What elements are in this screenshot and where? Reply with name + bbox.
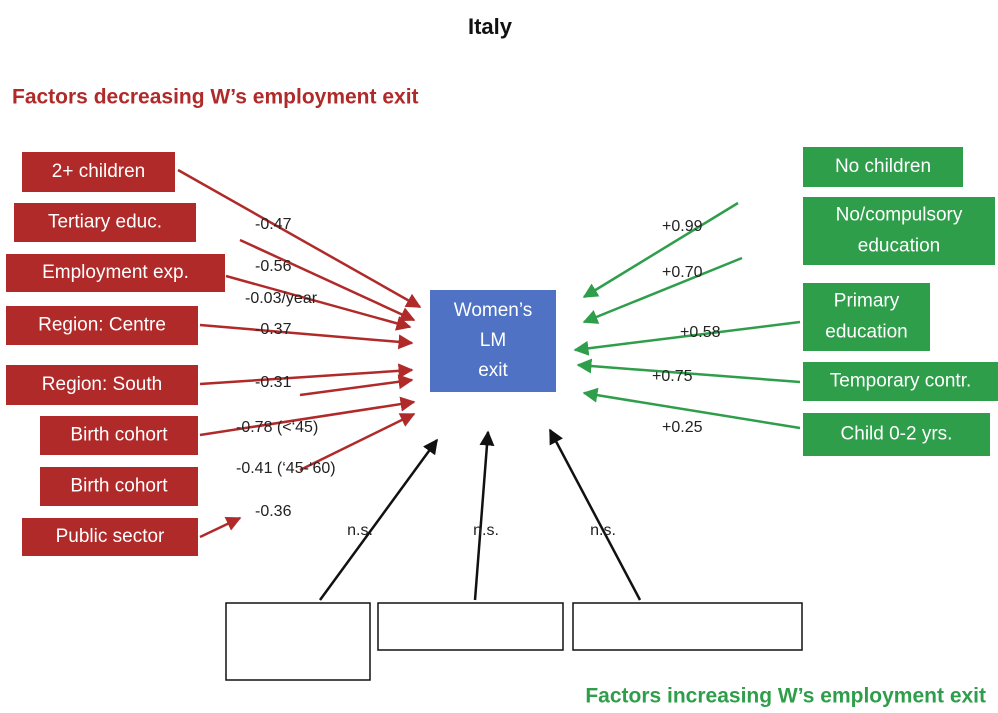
coefficient: +0.70 [662,264,703,281]
box-label: M: non employed [615,616,761,637]
factor-box [6,254,225,292]
arrow [199,323,414,350]
box-label: Birth cohort [70,425,168,446]
arrow [199,363,414,386]
arrow [299,374,414,397]
box-label: Employment exp. [42,262,189,283]
coefficient: -0.47 [255,216,292,233]
arrow [548,428,642,601]
coefficient: -0.31 [255,374,292,391]
box-label: 2+ children [52,161,145,182]
arrow [573,320,801,356]
coefficient: +0.58 [680,324,721,341]
box-label: LM [480,330,506,351]
coefficient: -0.37 [255,321,292,338]
increasing-heading: Factors increasing W’s employment exit [585,685,986,708]
arrow [473,430,495,601]
factor-box [40,416,198,455]
box-label: Child 0-2 yrs. [841,424,953,445]
coefficient: -0.56 [255,258,292,275]
factor-box [6,365,198,405]
coefficient: +0.75 [652,368,693,385]
factor-box [803,283,930,351]
arrow [199,396,416,437]
coefficient: -0.41 (‘45-‘60) [236,460,336,477]
box-label: Cohabit [265,646,331,667]
box-label: Region: South [42,374,162,395]
coefficient: -0.78 (<‘45) [236,419,318,436]
box-label: Primary [834,291,900,312]
factor-box [225,602,371,681]
factor-box [22,152,175,192]
box-label: Age [281,615,315,636]
box-label: Region: Centre [38,315,166,336]
arrow [299,412,416,472]
arrow [225,274,412,331]
title: Italy [468,14,513,39]
factor-box [803,413,990,456]
box-label: Birth cohort [70,476,168,497]
box-label: Public sector [56,526,165,547]
factor-box [377,602,564,651]
factor-box [803,362,998,401]
factor-box [803,147,963,187]
arrow [576,358,801,384]
arrow [199,516,242,539]
coefficient: n.s. [590,522,616,539]
arrow [582,387,801,430]
arrow [239,238,416,322]
arrow [318,438,439,601]
box-label: Tertiary educ. [48,212,162,233]
factor-box [803,197,995,265]
arrow [582,201,739,299]
coefficient: +0.99 [662,218,703,235]
box-label: exit [478,360,508,381]
box-label: Temporary contr. [830,371,972,392]
box-label: Part-time [432,616,509,637]
coefficient: -0.03/year [245,290,318,307]
factor-box [14,203,196,242]
factor-box [22,518,198,556]
arrow [582,256,743,324]
box-label: education [825,322,907,343]
coefficient: +0.25 [662,419,703,436]
factor-box [40,467,198,506]
box-label: No/compulsory [836,205,963,226]
coefficient: -0.36 [255,503,292,520]
coefficient: n.s. [473,522,499,539]
box-label: No children [835,156,931,177]
box-label: education [858,236,940,257]
factor-box [6,306,198,345]
box-label: Women’s [454,300,533,321]
factor-box [572,602,803,651]
coefficient: n.s. [347,522,373,539]
center-box [430,290,556,392]
arrow [177,168,422,309]
decreasing-heading: Factors decreasing W’s employment exit [12,86,419,109]
